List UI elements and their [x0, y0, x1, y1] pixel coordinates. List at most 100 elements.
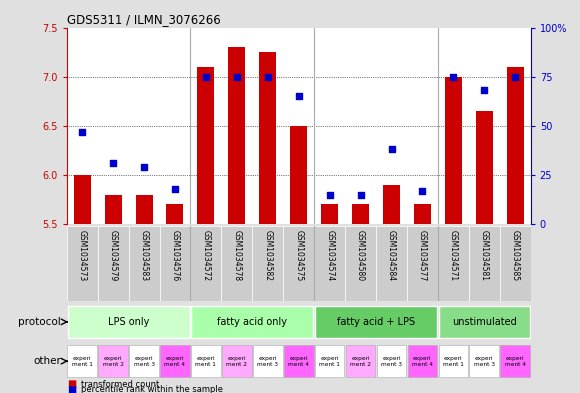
Text: GSM1034579: GSM1034579 [108, 230, 118, 281]
Text: GSM1034572: GSM1034572 [201, 230, 211, 281]
Bar [252, 226, 283, 301]
Bar [98, 345, 128, 377]
Bar [346, 345, 375, 377]
Bar [476, 111, 493, 224]
Bar [129, 345, 159, 377]
Bar [97, 226, 129, 301]
Bar [74, 175, 90, 224]
Text: experi
ment 3: experi ment 3 [381, 356, 402, 367]
Point [139, 164, 148, 170]
Text: experi
ment 1: experi ment 1 [72, 356, 93, 367]
Bar [283, 226, 314, 301]
Point [108, 160, 118, 166]
Bar [166, 204, 183, 224]
Bar [191, 345, 221, 377]
Bar [68, 306, 190, 338]
Bar [253, 345, 282, 377]
Text: GSM1034584: GSM1034584 [387, 230, 396, 281]
Bar [438, 226, 469, 301]
Bar [222, 345, 252, 377]
Bar [284, 345, 314, 377]
Text: GSM1034582: GSM1034582 [263, 230, 272, 281]
Bar [67, 345, 97, 377]
Bar [67, 226, 97, 301]
Point [510, 73, 520, 80]
Text: experi
ment 4: experi ment 4 [288, 356, 309, 367]
Bar [136, 195, 153, 224]
Text: experi
ment 1: experi ment 1 [319, 356, 340, 367]
Text: transformed count: transformed count [81, 380, 160, 389]
Bar [315, 306, 437, 338]
Text: experi
ment 1: experi ment 1 [195, 356, 216, 367]
Text: GSM1034578: GSM1034578 [233, 230, 241, 281]
Point [387, 146, 396, 152]
Point [325, 191, 334, 198]
Point [480, 87, 489, 94]
Point [294, 93, 303, 99]
Bar [160, 345, 190, 377]
Text: LPS only: LPS only [108, 317, 149, 327]
Text: experi
ment 4: experi ment 4 [165, 356, 186, 367]
Bar [439, 306, 530, 338]
Text: GDS5311 / ILMN_3076266: GDS5311 / ILMN_3076266 [67, 13, 220, 26]
Bar [129, 226, 160, 301]
Text: experi
ment 1: experi ment 1 [443, 356, 464, 367]
Text: GSM1034580: GSM1034580 [356, 230, 365, 281]
Text: percentile rank within the sample: percentile rank within the sample [81, 386, 223, 393]
Text: GSM1034576: GSM1034576 [171, 230, 179, 281]
Point [449, 73, 458, 80]
Text: GSM1034574: GSM1034574 [325, 230, 334, 281]
Text: ■: ■ [67, 379, 76, 389]
Point [356, 191, 365, 198]
Text: experi
ment 2: experi ment 2 [226, 356, 247, 367]
Text: GSM1034583: GSM1034583 [140, 230, 148, 281]
Bar [314, 226, 345, 301]
Text: other: other [33, 356, 61, 366]
Bar [191, 306, 313, 338]
Bar [222, 226, 252, 301]
Text: GSM1034573: GSM1034573 [78, 230, 86, 281]
Bar [197, 67, 215, 224]
Text: protocol: protocol [18, 317, 61, 327]
Bar [500, 226, 531, 301]
Bar [352, 204, 369, 224]
Bar [408, 345, 437, 377]
Bar [376, 345, 407, 377]
Bar [104, 195, 122, 224]
Point [263, 73, 273, 80]
Point [171, 185, 180, 192]
Bar [507, 67, 524, 224]
Bar [414, 204, 431, 224]
Bar [438, 345, 468, 377]
Bar [160, 226, 190, 301]
Bar [501, 345, 530, 377]
Bar [190, 226, 222, 301]
Bar [376, 226, 407, 301]
Bar [315, 345, 345, 377]
Text: experi
ment 2: experi ment 2 [103, 356, 124, 367]
Bar [469, 226, 500, 301]
Text: GSM1034575: GSM1034575 [294, 230, 303, 281]
Text: ■: ■ [67, 385, 76, 393]
Bar [259, 52, 276, 224]
Bar [383, 185, 400, 224]
Bar [407, 226, 438, 301]
Text: GSM1034581: GSM1034581 [480, 230, 489, 281]
Text: GSM1034585: GSM1034585 [511, 230, 520, 281]
Text: fatty acid only: fatty acid only [218, 317, 287, 327]
Text: experi
ment 4: experi ment 4 [505, 356, 525, 367]
Text: experi
ment 3: experi ment 3 [133, 356, 154, 367]
Bar [445, 77, 462, 224]
Text: GSM1034577: GSM1034577 [418, 230, 427, 281]
Text: experi
ment 3: experi ment 3 [258, 356, 278, 367]
Point [232, 73, 241, 80]
Text: fatty acid + LPS: fatty acid + LPS [337, 317, 415, 327]
Point [418, 187, 427, 194]
Point [78, 129, 87, 135]
Text: experi
ment 2: experi ment 2 [350, 356, 371, 367]
Bar [345, 226, 376, 301]
Text: unstimulated: unstimulated [452, 317, 517, 327]
Bar [469, 345, 499, 377]
Text: experi
ment 4: experi ment 4 [412, 356, 433, 367]
Text: experi
ment 3: experi ment 3 [474, 356, 495, 367]
